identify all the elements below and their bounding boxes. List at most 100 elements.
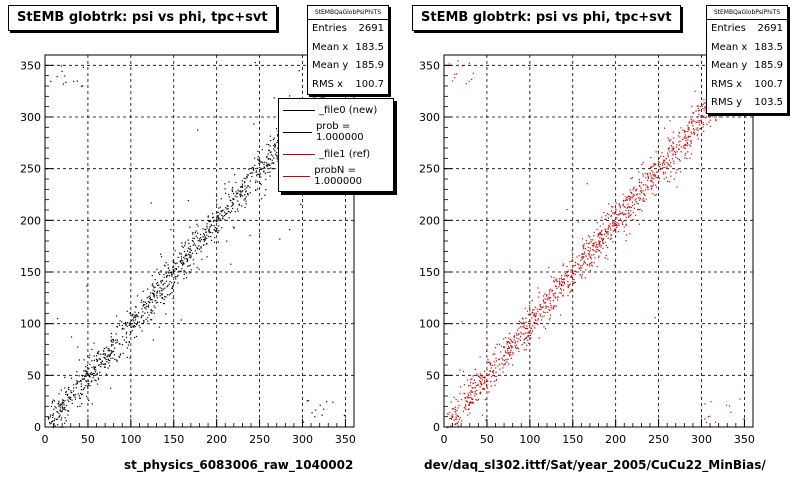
right-scatter-point xyxy=(523,321,525,323)
right-scatter-point xyxy=(536,323,539,325)
right-scatter-point xyxy=(510,354,512,356)
right-scatter-point xyxy=(628,195,630,197)
right-scatter-point xyxy=(665,176,667,178)
left-scatter-point xyxy=(119,354,122,356)
right-scatter-point xyxy=(690,153,693,155)
right-scatter-point xyxy=(633,195,635,197)
right-scatter-point xyxy=(692,112,695,114)
right-scatter-point xyxy=(507,350,509,352)
left-scatter-point xyxy=(240,196,242,198)
left-scatter-point xyxy=(98,350,100,353)
left-scatter-point xyxy=(107,348,109,350)
right-scatter-point xyxy=(673,137,675,139)
right-scatter-point xyxy=(702,122,704,124)
left-scatter-point xyxy=(185,277,188,279)
right-scatter-point xyxy=(627,203,629,205)
right-scatter-point xyxy=(663,173,665,175)
right-scatter-point xyxy=(571,250,573,252)
right-scatter-point xyxy=(514,342,516,344)
right-scatter-point xyxy=(621,221,623,223)
left-scatter-point xyxy=(153,287,155,289)
left-scatter-point xyxy=(211,232,213,234)
right-scatter-point xyxy=(567,270,569,272)
right-scatter-point xyxy=(494,364,496,366)
left-scatter-point xyxy=(187,265,189,267)
right-scatter-point xyxy=(560,289,562,291)
right-scatter-point xyxy=(456,409,458,411)
right-scatter-point xyxy=(472,375,474,377)
left-scatter-point xyxy=(257,167,259,169)
right-scatter-point xyxy=(560,277,563,279)
left-scatter-point xyxy=(164,282,166,284)
left-scatter-point xyxy=(110,350,113,352)
left-scatter-point xyxy=(54,406,56,408)
left-scatter-point xyxy=(272,162,274,164)
left-scatter-point xyxy=(163,302,165,305)
right-scatter-point xyxy=(529,321,531,323)
right-scatter-point xyxy=(685,152,687,155)
right-scatter-point xyxy=(686,144,688,147)
right-scatter-point xyxy=(535,314,537,316)
left-scatter-point xyxy=(61,403,63,405)
right-scatter-point xyxy=(673,147,675,150)
right-scatter-point xyxy=(676,169,678,171)
right-scatter-point xyxy=(583,251,586,253)
right-scatter-point xyxy=(455,398,457,401)
left-scatter-point xyxy=(198,268,200,270)
right-scatter-point xyxy=(597,235,599,237)
right-scatter-point xyxy=(562,294,564,296)
left-scatter-point xyxy=(99,364,101,366)
left-scatter-point xyxy=(112,344,114,346)
right-scatter-point xyxy=(670,139,672,141)
left-scatter-point xyxy=(129,357,131,359)
right-scatter-point xyxy=(548,296,550,298)
right-scatter-point xyxy=(702,116,705,118)
left-scatter-point xyxy=(165,313,167,315)
left-scatter-point xyxy=(267,157,269,160)
left-scatter-point xyxy=(164,287,166,289)
right-scatter-point xyxy=(702,115,704,117)
left-scatter-point xyxy=(215,219,218,222)
left-scatter-point xyxy=(52,399,54,401)
left-scatter-point xyxy=(135,317,137,319)
right-scatter-point xyxy=(496,343,498,346)
left-scatter-point xyxy=(98,364,100,366)
right-scatter-point xyxy=(638,209,640,211)
left-scatter-point xyxy=(156,268,158,270)
right-scatter-point xyxy=(619,210,621,212)
left-scatter-point xyxy=(208,231,210,233)
right-scatter-point xyxy=(562,295,564,297)
right-scatter-point xyxy=(449,412,451,414)
right-scatter-point xyxy=(514,346,517,349)
right-scatter-point xyxy=(572,272,574,275)
right-scatter-point xyxy=(563,279,565,281)
right-scatter-point xyxy=(589,236,591,238)
right-scatter-point xyxy=(563,282,565,284)
left-scatter-point xyxy=(138,312,140,314)
left-scatter-point xyxy=(136,295,139,297)
right-scatter-point xyxy=(697,116,699,118)
left-scatter-point xyxy=(249,172,251,174)
right-scatter-point xyxy=(604,241,606,243)
right-scatter-point xyxy=(557,296,559,298)
right-scatter-point xyxy=(597,233,599,235)
right-scatter-point xyxy=(530,337,532,339)
left-scatter-point xyxy=(200,247,202,249)
right-scatter-point xyxy=(616,214,618,216)
right-scatter-point xyxy=(691,122,693,124)
left-scatter-point xyxy=(62,406,64,408)
right-scatter-point xyxy=(630,214,632,216)
right-scatter-point xyxy=(529,334,532,337)
right-scatter-point xyxy=(447,413,449,415)
right-scatter-point xyxy=(489,370,491,372)
left-scatter-point xyxy=(175,268,177,270)
left-scatter-point xyxy=(91,348,93,351)
left-scatter-point xyxy=(174,250,176,252)
right-scatter-point xyxy=(582,244,584,247)
right-scatter-point xyxy=(653,164,655,166)
left-scatter-point xyxy=(55,407,57,409)
left-scatter-point xyxy=(101,363,103,365)
right-scatter-point xyxy=(638,179,640,181)
right-scatter-point xyxy=(566,274,568,276)
right-scatter-point xyxy=(607,232,609,234)
